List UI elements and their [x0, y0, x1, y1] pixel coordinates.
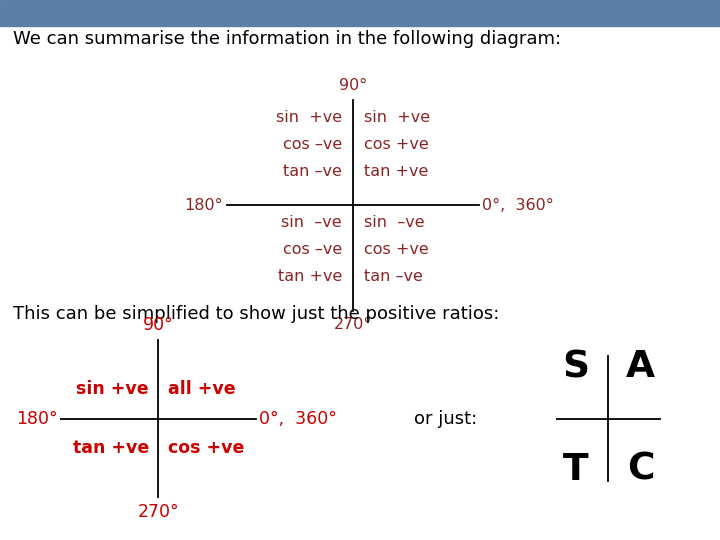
Text: or just:: or just: [414, 409, 477, 428]
Text: sin  +ve: sin +ve [364, 110, 430, 125]
Text: 270°: 270° [138, 503, 179, 521]
Text: 0°,  360°: 0°, 360° [482, 198, 554, 213]
Text: 270°: 270° [333, 317, 372, 332]
Text: all +ve: all +ve [168, 380, 235, 398]
Text: tan –ve: tan –ve [364, 269, 423, 284]
Text: sin  –ve: sin –ve [282, 215, 342, 230]
Text: cos +ve: cos +ve [364, 242, 428, 257]
Text: tan +ve: tan +ve [278, 269, 342, 284]
Bar [0, 0, 720, 26]
Text: 180°: 180° [184, 198, 223, 213]
Text: cos +ve: cos +ve [364, 137, 428, 152]
Text: C: C [627, 452, 654, 488]
Text: sin  +ve: sin +ve [276, 110, 342, 125]
Text: We can summarise the information in the following diagram:: We can summarise the information in the … [13, 30, 561, 48]
Text: cos +ve: cos +ve [168, 439, 244, 457]
Text: cos –ve: cos –ve [283, 137, 342, 152]
Text: 0°,  360°: 0°, 360° [259, 409, 337, 428]
Text: tan +ve: tan +ve [73, 439, 149, 457]
Text: This can be simplified to show just the positive ratios:: This can be simplified to show just the … [13, 305, 500, 323]
Text: sin  –ve: sin –ve [364, 215, 424, 230]
Text: sin +ve: sin +ve [76, 380, 149, 398]
Text: T: T [563, 452, 589, 488]
Text: 180°: 180° [16, 409, 58, 428]
Text: 90°: 90° [338, 78, 367, 93]
Text: cos –ve: cos –ve [283, 242, 342, 257]
Text: S: S [562, 349, 590, 385]
Text: A: A [626, 349, 655, 385]
Text: 90°: 90° [143, 316, 174, 334]
Text: tan +ve: tan +ve [364, 164, 428, 179]
Text: tan –ve: tan –ve [283, 164, 342, 179]
